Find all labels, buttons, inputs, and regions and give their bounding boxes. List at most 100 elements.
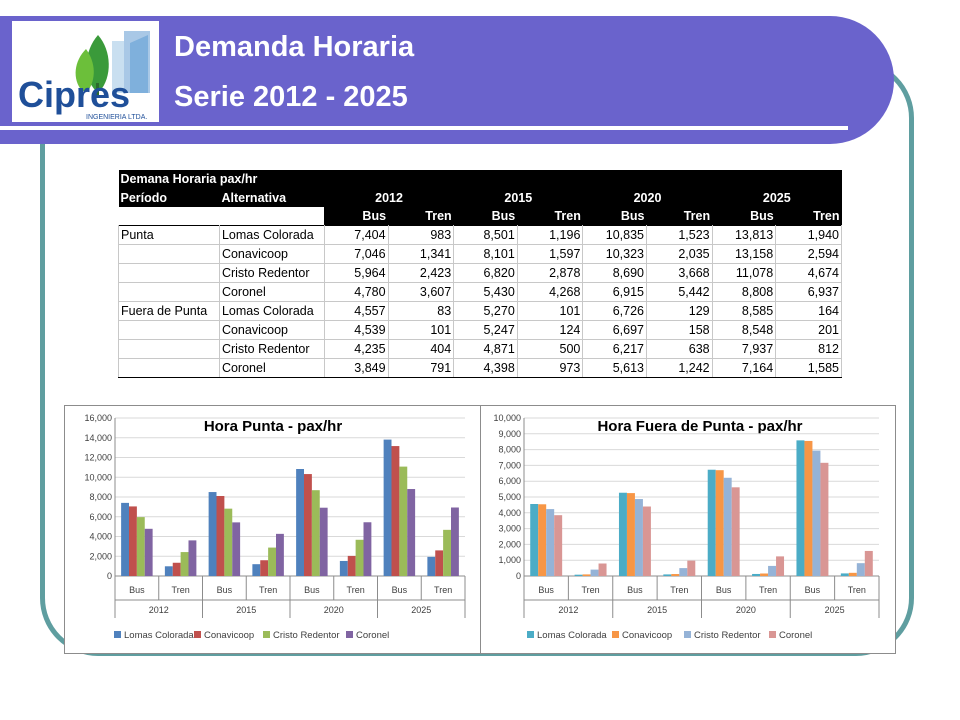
period-cell [118,262,220,283]
value-cell: 7,937 [711,338,777,359]
x-group-label: 2020 [324,605,344,615]
x-group-label: 2025 [411,605,431,615]
value-cell: 2,878 [516,262,584,283]
alternative-cell: Conavicoop [218,243,325,264]
value-cell: 4,780 [323,281,389,302]
bar [768,565,777,576]
legend-swatch [114,631,121,638]
y-tick-label: 4,000 [498,508,521,518]
value-cell: 5,430 [453,281,518,302]
bar [731,487,740,576]
bar [679,568,688,576]
x-tick-label: Tren [434,585,452,595]
value-cell: 8,808 [711,281,777,302]
bar [252,564,261,576]
bar [848,572,857,576]
year-header: 2025 [712,188,842,207]
chart-hora-fuera-punta: Hora Fuera de Punta - pax/hr 0 1,000 2,000 3… [480,405,896,654]
value-cell: 101 [387,319,455,340]
value-cell: 4,235 [323,338,389,359]
value-cell: 8,690 [582,262,647,283]
bar [383,439,392,576]
year-header: 2012 [324,188,454,207]
value-cell: 4,557 [323,300,389,321]
value-cell: 500 [516,338,584,359]
x-tick-label: Tren [848,585,866,595]
value-cell: 6,937 [775,281,842,302]
y-tick-label: 8,000 [89,492,112,502]
value-cell: 13,158 [711,243,777,264]
value-cell: 5,613 [582,357,647,378]
table-row: Cristo Redentor 4,235 404 4,871 500 6,217 638 7… [118,338,842,359]
bar [776,556,785,576]
table-row: Coronel 3,849 791 4,398 973 5,613 1,242 7,164 1,… [118,357,842,378]
period-cell [118,319,220,340]
y-tick-label: 12,000 [84,453,112,463]
bar [232,522,241,576]
value-cell: 973 [516,357,584,378]
bar [804,440,813,576]
value-cell: 7,164 [711,357,777,378]
x-tick-label: Bus [716,585,732,595]
bar [121,502,129,576]
value-cell: 3,849 [323,357,389,378]
legend-label: Coronel [779,630,812,641]
col-periodo: Período [118,188,220,207]
page-subtitle: Serie 2012 - 2025 [174,81,408,113]
alternative-cell: Lomas Colorada [218,300,325,321]
mode-header: Tren [646,206,713,226]
legend-label: Lomas Colorada [537,630,607,641]
bar [172,562,181,576]
value-cell: 1,196 [516,224,584,245]
bar [760,573,769,576]
bar [399,466,408,576]
bar [311,490,320,576]
bar [347,555,356,576]
bar [260,560,269,576]
value-cell: 5,964 [323,262,389,283]
bar [752,573,761,576]
logo-wordmark: Cipres [18,74,130,115]
value-cell: 13,813 [711,224,777,245]
value-cell: 101 [516,300,584,321]
x-group-label: 2025 [825,605,845,615]
year-header: 2020 [582,188,713,207]
legend-label: Cristo Redentor [273,630,340,641]
chart-hora-punta-svg: Hora Punta - pax/hr 0 2,000 4,000 6,000 8,000… [84,413,466,641]
bar [355,539,364,576]
bar [715,470,724,576]
x-group-label: 2012 [149,605,169,615]
mode-header: Tren [517,206,583,226]
table-row: Fuera de Punta Lomas Colorada 4,557 83 5,270… [118,300,842,321]
bar [427,556,436,576]
period-cell [118,281,220,302]
x-group-label: 2015 [236,605,256,615]
value-cell: 11,078 [711,262,777,283]
x-tick-label: Tren [172,585,190,595]
legend-swatch [769,631,776,638]
bar [671,574,680,576]
value-cell: 404 [387,338,455,359]
table-row: Conavicoop 7,046 1,341 8,101 1,597 10,323 2,03… [118,243,842,264]
bar [707,469,716,576]
legend-label: Cristo Redentor [694,630,761,641]
bar [319,507,328,576]
col-alternativa: Alternativa [219,188,325,207]
y-tick-label: 0 [107,571,112,581]
x-tick-label: Bus [217,585,233,595]
bar [574,574,583,576]
value-cell: 10,835 [582,224,647,245]
y-tick-label: 14,000 [84,433,112,443]
alternative-cell: Coronel [218,281,325,302]
bar [618,492,627,576]
value-cell: 5,247 [453,319,518,340]
period-cell: Punta [118,224,220,245]
value-cell: 3,668 [645,262,713,283]
x-tick-label: Tren [581,585,599,595]
x-group-label: 2020 [736,605,756,615]
bar [663,574,672,576]
value-cell: 164 [775,300,842,321]
legend-swatch [194,631,201,638]
legend-label: Coronel [356,630,389,641]
value-cell: 6,726 [582,300,647,321]
